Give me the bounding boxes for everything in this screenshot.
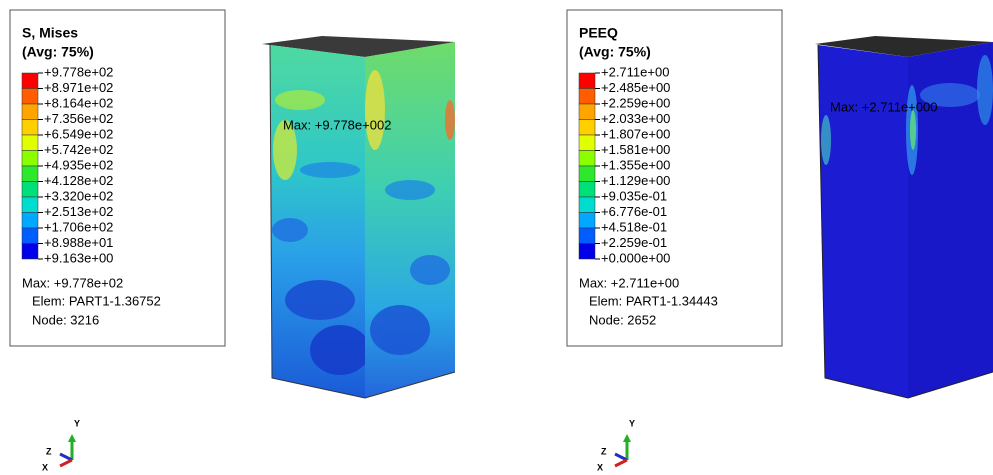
axis-z xyxy=(615,454,627,460)
legend-value: +0.000e+00 xyxy=(601,250,670,265)
color-band xyxy=(579,197,595,213)
axis-y-head xyxy=(623,434,631,442)
axis-label-y: Y xyxy=(74,418,80,428)
legend-value: +4.128e+02 xyxy=(44,173,113,188)
legend-value: +8.988e+01 xyxy=(44,235,113,250)
legend-value: +5.742e+02 xyxy=(44,142,113,157)
elem-info: Elem: PART1-1.34443 xyxy=(589,293,718,308)
color-band xyxy=(22,104,38,120)
legend: PEEQ(Avg: 75%)+2.711e+00+2.485e+00+2.259… xyxy=(567,10,782,346)
max-annotation: Max: +2.711e+000 xyxy=(830,99,937,114)
color-band xyxy=(579,166,595,182)
color-band xyxy=(579,213,595,229)
color-band xyxy=(579,135,595,151)
legend-title: S, Mises xyxy=(22,25,78,41)
legend-value: +2.259e-01 xyxy=(601,235,667,250)
color-band xyxy=(579,151,595,167)
elem-info: Elem: PART1-1.36752 xyxy=(32,293,161,308)
color-band xyxy=(579,73,595,89)
legend-value: +3.320e+02 xyxy=(44,188,113,203)
color-band xyxy=(579,104,595,120)
axis-z xyxy=(60,454,72,460)
legend-value: +1.355e+00 xyxy=(601,157,670,172)
legend-value: +7.356e+02 xyxy=(44,111,113,126)
axis-y-head xyxy=(68,434,76,442)
legend-value: +9.163e+00 xyxy=(44,250,113,265)
legend-value: +1.807e+00 xyxy=(601,126,670,141)
legend-value: +2.711e+00 xyxy=(601,64,669,79)
axis-label-x: X xyxy=(42,462,48,472)
color-band xyxy=(22,89,38,105)
legend-value: +1.129e+00 xyxy=(601,173,670,188)
legend-average: (Avg: 75%) xyxy=(579,44,651,60)
color-band xyxy=(22,244,38,260)
axis-label-z: Z xyxy=(46,446,52,456)
legend-value: +2.259e+00 xyxy=(601,95,670,110)
axis-x xyxy=(60,460,72,466)
node-info: Node: 3216 xyxy=(32,312,99,327)
axis-x xyxy=(615,460,627,466)
legend-value: +1.706e+02 xyxy=(44,219,113,234)
legend-value: +2.033e+00 xyxy=(601,111,670,126)
color-band xyxy=(579,228,595,244)
color-band xyxy=(22,151,38,167)
color-band xyxy=(22,228,38,244)
color-band xyxy=(579,89,595,105)
color-band xyxy=(22,166,38,182)
model-left xyxy=(262,36,455,398)
legend-value: +2.485e+00 xyxy=(601,80,670,95)
color-band xyxy=(22,182,38,198)
color-band xyxy=(579,182,595,198)
legend-value: +9.035e-01 xyxy=(601,188,667,203)
legend-average: (Avg: 75%) xyxy=(22,44,94,60)
max-info: Max: +2.711e+00 xyxy=(579,275,679,290)
max-annotation: Max: +9.778e+002 xyxy=(283,117,391,132)
legend-value: +2.513e+02 xyxy=(44,204,113,219)
legend-value: +6.549e+02 xyxy=(44,126,113,141)
max-info: Max: +9.778e+02 xyxy=(22,275,123,290)
node-info: Node: 2652 xyxy=(589,312,656,327)
legend-title: PEEQ xyxy=(579,25,618,41)
viewport: S, Mises(Avg: 75%)+9.778e+02+8.971e+02+8… xyxy=(0,0,993,475)
color-band xyxy=(22,213,38,229)
color-band xyxy=(579,120,595,136)
legend-value: +6.776e-01 xyxy=(601,204,667,219)
legend-value: +4.518e-01 xyxy=(601,219,667,234)
color-band xyxy=(22,197,38,213)
legend: S, Mises(Avg: 75%)+9.778e+02+8.971e+02+8… xyxy=(10,10,225,346)
model-right xyxy=(815,36,993,398)
color-band xyxy=(22,135,38,151)
axis-triad: Y ZX xyxy=(42,418,80,472)
color-band xyxy=(22,73,38,89)
axis-triad: Y ZX xyxy=(597,418,635,472)
legend-value: +9.778e+02 xyxy=(44,64,113,79)
axis-label-y: Y xyxy=(629,418,635,428)
page: S, Mises(Avg: 75%)+9.778e+02+8.971e+02+8… xyxy=(0,0,993,475)
legend-value: +4.935e+02 xyxy=(44,157,113,172)
legend-value: +1.581e+00 xyxy=(601,142,670,157)
axis-label-x: X xyxy=(597,462,603,472)
color-band xyxy=(22,120,38,136)
color-band xyxy=(579,244,595,260)
legend-value: +8.164e+02 xyxy=(44,95,113,110)
axis-label-z: Z xyxy=(601,446,607,456)
legend-value: +8.971e+02 xyxy=(44,80,113,95)
